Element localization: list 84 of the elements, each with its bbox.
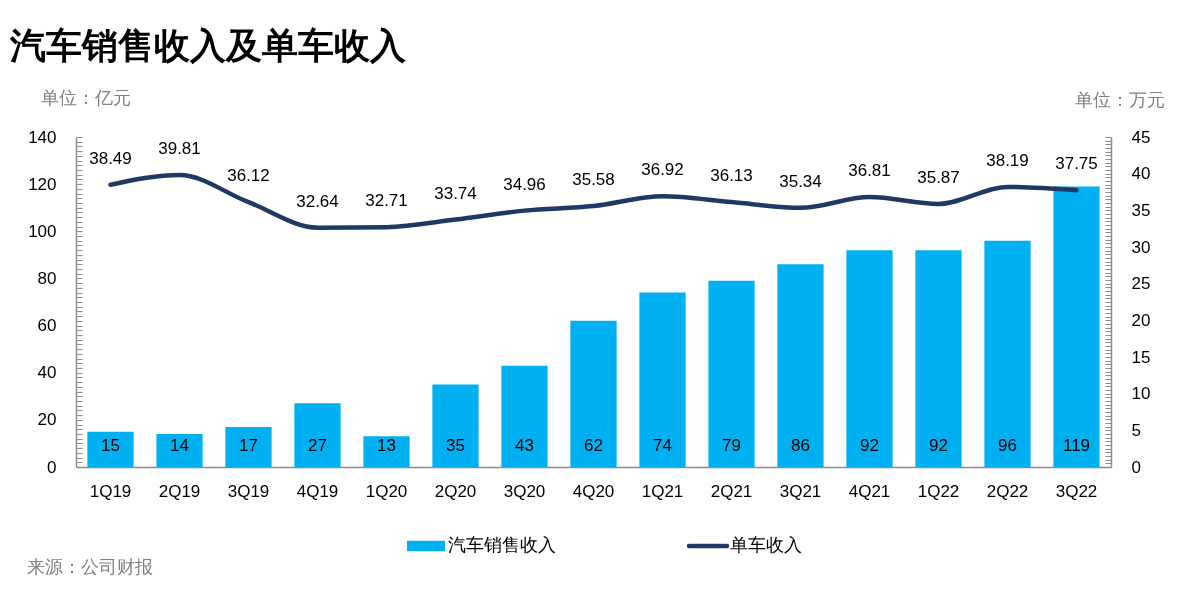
x-tick-label: 1Q21 bbox=[641, 481, 684, 501]
bar bbox=[846, 250, 893, 467]
y-tick-label: 20 bbox=[37, 410, 57, 430]
data-label: 35.34 bbox=[779, 171, 822, 191]
data-label: 17 bbox=[239, 436, 258, 455]
data-label: 96 bbox=[998, 436, 1017, 455]
y2-tick-label: 25 bbox=[1131, 274, 1151, 294]
data-label: 15 bbox=[101, 436, 120, 455]
x-tick-label: 4Q20 bbox=[572, 481, 615, 501]
bar bbox=[294, 403, 341, 467]
data-label: 27 bbox=[308, 436, 327, 455]
x-tick-label: 1Q20 bbox=[365, 481, 408, 501]
x-tick-label: 3Q19 bbox=[227, 481, 270, 501]
data-label: 86 bbox=[791, 436, 810, 455]
legend-label: 汽车销售收入 bbox=[448, 535, 556, 555]
bar bbox=[156, 434, 203, 467]
data-label: 62 bbox=[584, 436, 603, 455]
data-label: 35.58 bbox=[572, 170, 615, 190]
data-label: 35.87 bbox=[917, 167, 960, 187]
x-tick-label: 2Q21 bbox=[710, 481, 753, 501]
bar bbox=[570, 320, 617, 467]
y2-tick-label: 45 bbox=[1131, 127, 1151, 147]
data-label: 13 bbox=[377, 436, 396, 455]
y-axis-title: 单位：亿元 bbox=[40, 87, 131, 108]
data-label: 39.81 bbox=[158, 139, 201, 159]
bar bbox=[1053, 186, 1100, 467]
data-label: 36.13 bbox=[710, 166, 753, 186]
data-label: 14 bbox=[170, 436, 189, 455]
bar bbox=[915, 250, 962, 467]
legend-label: 单车收入 bbox=[730, 535, 802, 555]
data-label: 119 bbox=[1062, 436, 1091, 455]
y2-tick-label: 30 bbox=[1131, 237, 1151, 257]
data-label: 43 bbox=[515, 436, 534, 455]
data-label: 34.96 bbox=[503, 174, 546, 194]
x-tick-label: 2Q19 bbox=[158, 481, 201, 501]
x-tick-label: 4Q21 bbox=[848, 481, 891, 501]
y-tick-label: 60 bbox=[37, 316, 57, 336]
data-label: 37.75 bbox=[1055, 154, 1098, 174]
data-label: 74 bbox=[653, 436, 672, 455]
data-label: 33.74 bbox=[434, 183, 477, 203]
x-tick-label: 3Q22 bbox=[1055, 481, 1098, 501]
chart-title: 汽车销售收入及单车收入 bbox=[9, 25, 407, 66]
bar bbox=[432, 384, 479, 467]
data-label: 79 bbox=[722, 436, 741, 455]
x-tick-label: 2Q20 bbox=[434, 481, 477, 501]
y-tick-label: 100 bbox=[28, 221, 57, 241]
data-label: 36.92 bbox=[641, 160, 684, 180]
y2-tick-label: 40 bbox=[1131, 164, 1151, 184]
x-tick-label: 1Q19 bbox=[89, 481, 132, 501]
data-label: 92 bbox=[929, 436, 948, 455]
y2-axis-title: 单位：万元 bbox=[1074, 89, 1165, 110]
y-tick-label: 40 bbox=[37, 363, 57, 383]
y2-tick-label: 20 bbox=[1131, 310, 1151, 330]
source-note: 来源：公司财报 bbox=[27, 557, 153, 577]
x-tick-label: 3Q20 bbox=[503, 481, 546, 501]
data-label: 36.81 bbox=[848, 161, 891, 181]
y-tick-label: 140 bbox=[28, 127, 57, 147]
bar bbox=[639, 292, 686, 467]
data-label: 36.12 bbox=[227, 166, 270, 186]
y-tick-label: 80 bbox=[37, 268, 57, 288]
y2-tick-label: 15 bbox=[1131, 347, 1151, 367]
data-label: 35 bbox=[446, 436, 465, 455]
bar bbox=[225, 426, 272, 467]
x-tick-label: 2Q22 bbox=[986, 481, 1029, 501]
x-tick-label: 3Q21 bbox=[779, 481, 822, 501]
data-label: 38.19 bbox=[986, 150, 1029, 170]
x-tick-label: 4Q19 bbox=[296, 481, 339, 501]
bar bbox=[363, 436, 410, 467]
bar bbox=[501, 365, 548, 467]
y2-tick-label: 10 bbox=[1131, 384, 1151, 404]
data-label: 38.49 bbox=[89, 148, 132, 168]
data-label: 92 bbox=[860, 436, 879, 455]
y-tick-label: 120 bbox=[28, 174, 57, 194]
y-tick-label: 0 bbox=[47, 457, 57, 477]
bar bbox=[777, 264, 824, 467]
y2-tick-label: 0 bbox=[1131, 457, 1141, 477]
bar bbox=[87, 431, 134, 467]
bar bbox=[984, 240, 1031, 467]
data-label: 32.71 bbox=[365, 191, 408, 211]
x-tick-label: 1Q22 bbox=[917, 481, 960, 501]
y2-tick-label: 5 bbox=[1131, 420, 1141, 440]
y2-tick-label: 35 bbox=[1131, 200, 1151, 220]
data-label: 32.64 bbox=[296, 191, 339, 211]
bar bbox=[708, 280, 755, 467]
